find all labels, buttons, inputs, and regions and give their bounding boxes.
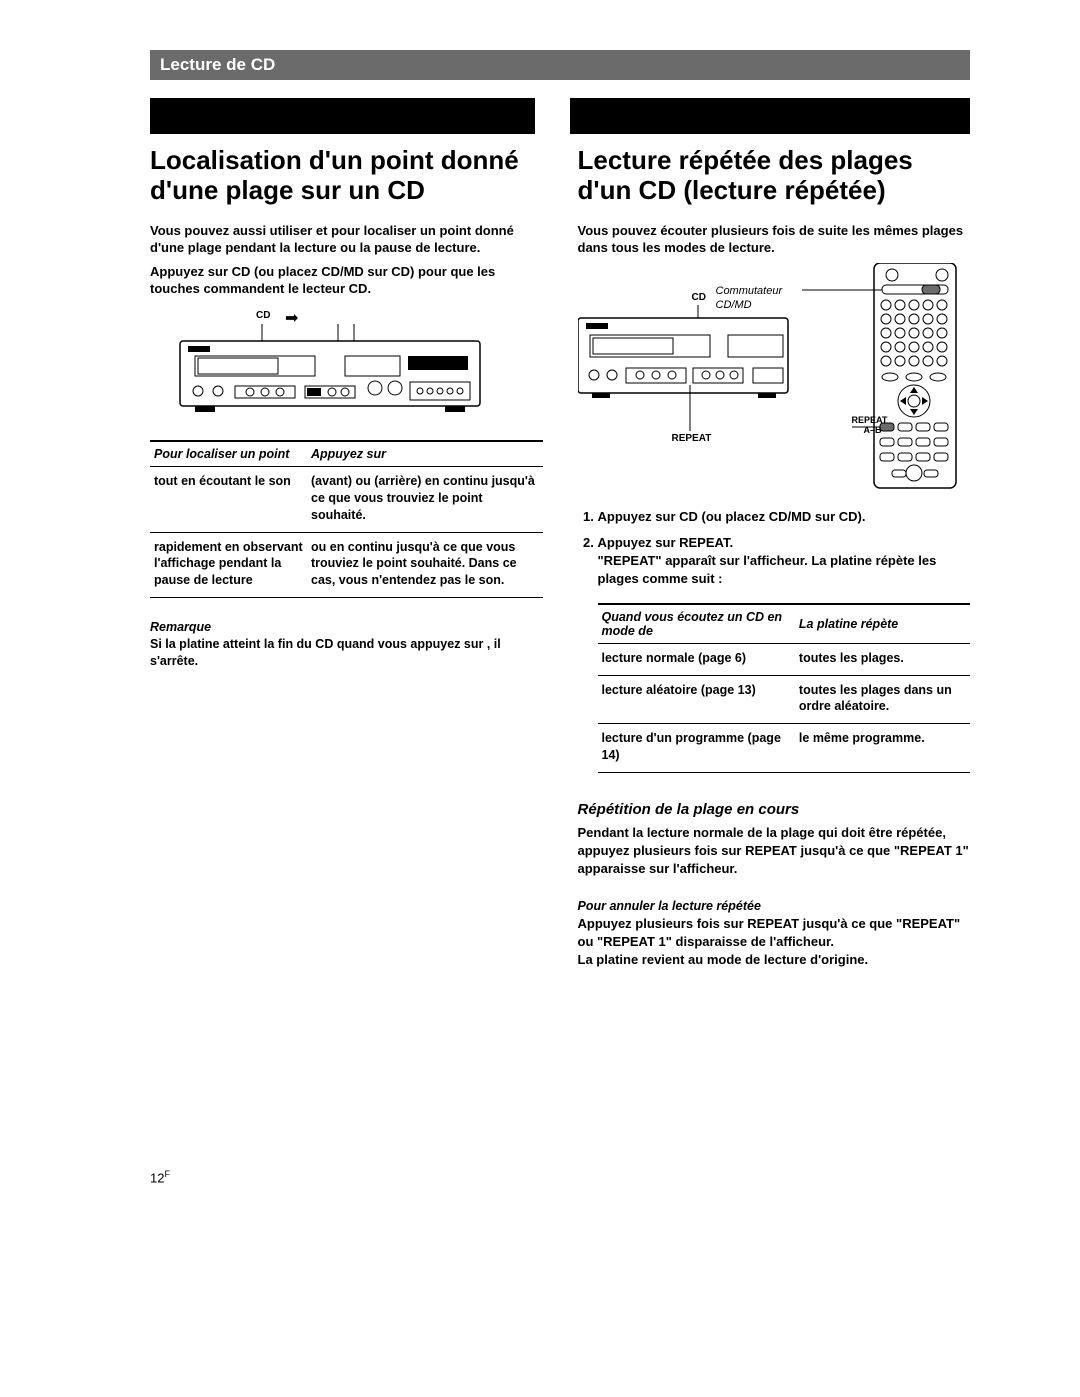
left-intro2: Appuyez sur CD (ou placez CD/MD sur CD) … [150, 263, 543, 298]
page: Lecture de CD Localisation d'un point do… [0, 0, 1080, 1225]
remote-ab-label: A–B [864, 425, 882, 435]
cell: lecture d'un programme (page 14) [598, 724, 795, 773]
arrow-right-icon: ➡ [285, 308, 298, 328]
diag2-repeat-label: REPEAT [672, 433, 712, 444]
cell: toutes les plages dans un ordre aléatoir… [795, 675, 970, 724]
device-diagram-left: CD ➡ [150, 306, 490, 426]
cell: toutes les plages. [795, 643, 970, 675]
device-diagram-right: CD Commutateur CD/MD REPEAT [578, 263, 798, 448]
left-intro1: Vous pouvez aussi utiliser et pour local… [150, 222, 543, 257]
columns: Localisation d'un point donné d'une plag… [150, 146, 970, 969]
left-title: Localisation d'un point donné d'une plag… [150, 146, 543, 206]
page-number-sup: F [164, 1169, 170, 1179]
cell: rapidement en observant l'affichage pend… [150, 532, 307, 598]
right-column: Lecture répétée des plages d'un CD (lect… [578, 146, 971, 969]
diag2-cd-label: CD [692, 292, 706, 303]
step-1: Appuyez sur CD (ou placez CD/MD sur CD). [598, 508, 971, 526]
repeat-table: Quand vous écoutez un CD en mode de La p… [598, 603, 971, 773]
cell: tout en écoutant le son [150, 466, 307, 532]
note-heading: Remarque [150, 620, 543, 634]
cell: lecture aléatoire (page 13) [598, 675, 795, 724]
steps-list: Appuyez sur CD (ou placez CD/MD sur CD).… [578, 508, 971, 589]
cell: le même programme. [795, 724, 970, 773]
remote-diagram: REPEAT A–B [802, 263, 957, 498]
cancel-body2: La platine revient au mode de lecture d'… [578, 951, 971, 969]
table-row: lecture normale (page 6) toutes les plag… [598, 643, 971, 675]
divider-stripe [150, 98, 970, 134]
step-2: Appuyez sur REPEAT. "REPEAT" apparaît su… [598, 534, 971, 589]
cell: ou en continu jusqu'à ce que vous trouvi… [307, 532, 543, 598]
left-column: Localisation d'un point donné d'une plag… [150, 146, 543, 969]
table-row: rapidement en observant l'affichage pend… [150, 532, 543, 598]
th-press: Appuyez sur [307, 441, 543, 467]
page-number-value: 12 [150, 1170, 164, 1185]
sub-body-repeat-current: Pendant la lecture normale de la plage q… [578, 824, 971, 879]
remote-repeat-label: REPEAT [852, 415, 888, 425]
th-repeat: La platine répète [795, 604, 970, 644]
sub-heading-repeat-current: Répétition de la plage en cours [578, 801, 971, 818]
cell: (avant) ou (arrière) en continu jusqu'à … [307, 466, 543, 532]
diagram-row: CD Commutateur CD/MD REPEAT [578, 263, 971, 498]
cancel-heading: Pour annuler la lecture répétée [578, 899, 971, 913]
page-number: 12F [150, 1169, 970, 1185]
table-row: lecture aléatoire (page 13) toutes les p… [598, 675, 971, 724]
note-body: Si la platine atteint la fin du CD quand… [150, 636, 543, 670]
right-title: Lecture répétée des plages d'un CD (lect… [578, 146, 971, 206]
th-mode: Quand vous écoutez un CD en mode de [598, 604, 795, 644]
right-intro: Vous pouvez écouter plusieurs fois de su… [578, 222, 971, 257]
diagram-cd-label: CD [256, 310, 270, 321]
th-locate: Pour localiser un point [150, 441, 307, 467]
cell: lecture normale (page 6) [598, 643, 795, 675]
locate-table: Pour localiser un point Appuyez sur tout… [150, 440, 543, 598]
diag2-commut-label: Commutateur [716, 285, 783, 297]
diag2-cdmd-label: CD/MD [716, 299, 752, 311]
cancel-body1: Appuyez plusieurs fois sur REPEAT jusqu'… [578, 915, 971, 951]
table-row: tout en écoutant le son (avant) ou (arri… [150, 466, 543, 532]
table-row: lecture d'un programme (page 14) le même… [598, 724, 971, 773]
section-header: Lecture de CD [150, 50, 970, 80]
